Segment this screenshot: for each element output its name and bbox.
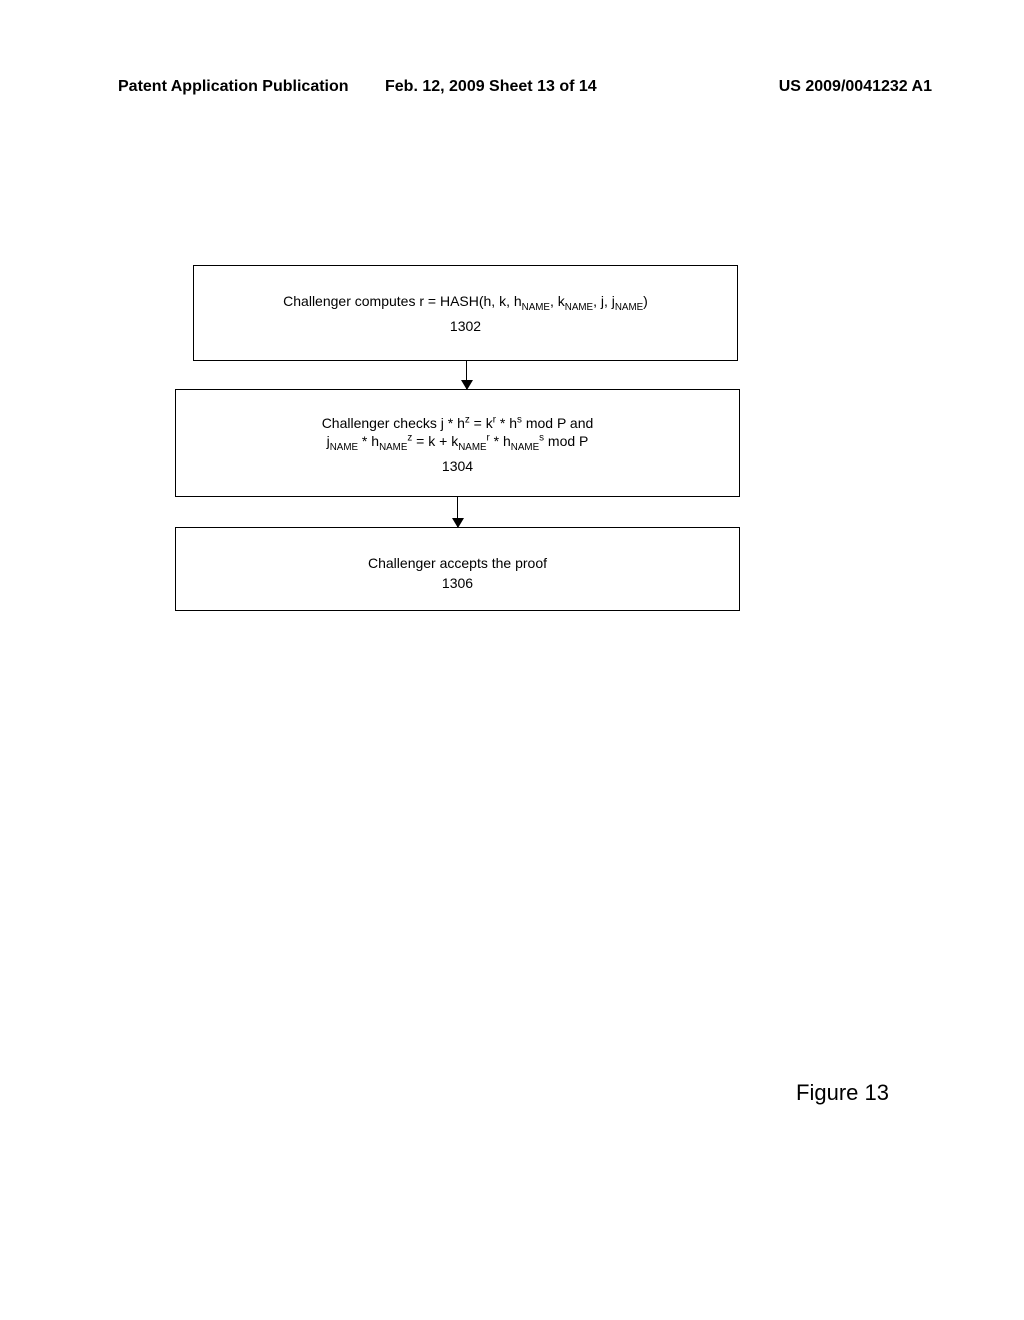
- step-text: Challenger checks j * hz = kr * hs mod P…: [322, 415, 594, 449]
- header-right: US 2009/0041232 A1: [779, 78, 932, 96]
- step-text: Challenger accepts the proof: [368, 555, 547, 571]
- step-number: 1302: [206, 317, 725, 335]
- step-number: 1306: [188, 574, 727, 592]
- header-left: Patent Application Publication: [118, 78, 349, 96]
- figure-label: Figure 13: [796, 1080, 889, 1106]
- flowchart: Challenger computes r = HASH(h, k, hNAME…: [175, 265, 740, 611]
- step-number: 1304: [188, 457, 727, 475]
- flowchart-edge-1: [175, 361, 740, 389]
- flowchart-step-1302: Challenger computes r = HASH(h, k, hNAME…: [193, 265, 738, 361]
- flowchart-step-1304: Challenger checks j * hz = kr * hs mod P…: [175, 389, 740, 497]
- step-text: Challenger computes r = HASH(h, k, hNAME…: [283, 293, 648, 309]
- arrow-line: [457, 497, 458, 527]
- header-center: Feb. 12, 2009 Sheet 13 of 14: [385, 78, 597, 96]
- flowchart-step-1306: Challenger accepts the proof 1306: [175, 527, 740, 611]
- arrow-line: [466, 361, 467, 389]
- page-header: Patent Application Publication Feb. 12, …: [0, 78, 1024, 96]
- page: Patent Application Publication Feb. 12, …: [0, 0, 1024, 1320]
- flowchart-edge-2: [175, 497, 740, 527]
